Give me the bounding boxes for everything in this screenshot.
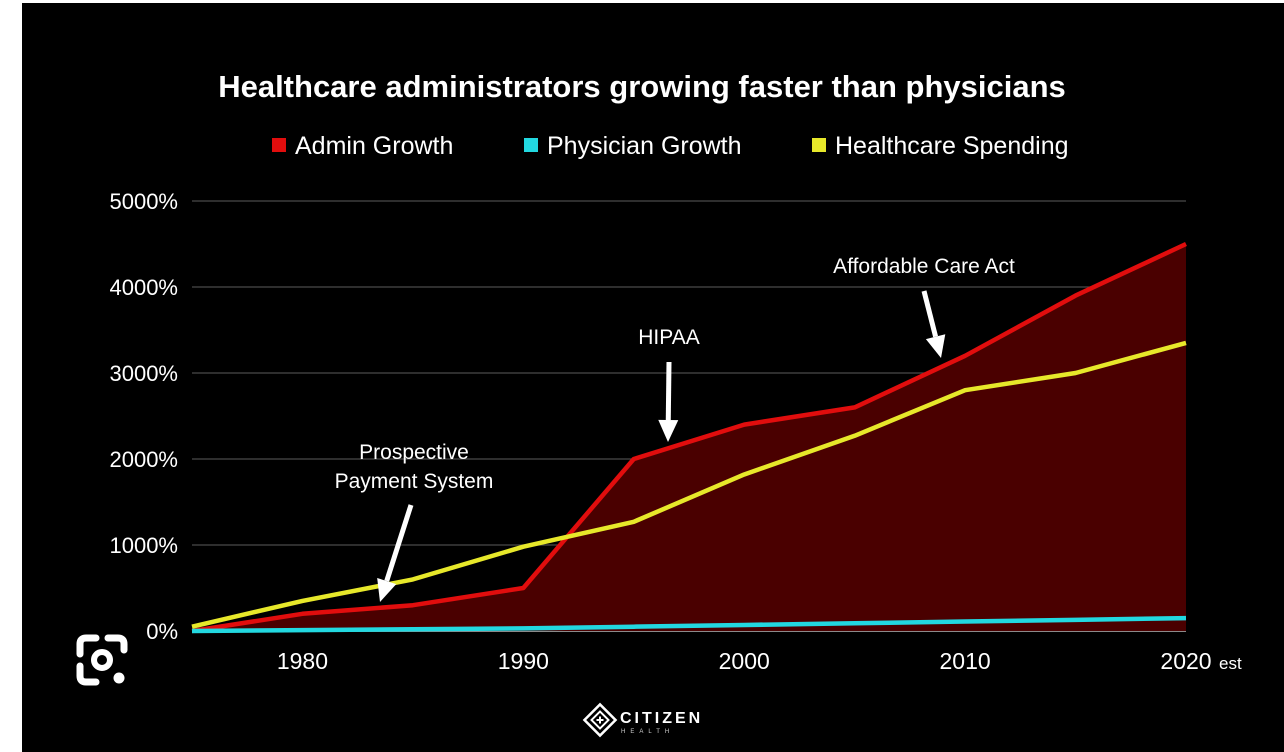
annotation-text: Payment System	[335, 470, 494, 493]
x-tick-label: 2000	[719, 648, 770, 674]
annotation-arrow	[921, 290, 946, 358]
series-line-0	[191, 241, 1187, 634]
google-lens-button[interactable]	[76, 634, 128, 686]
series-line-2	[191, 340, 1187, 629]
logo-sub: HEALTH	[621, 729, 674, 735]
google-lens-icon	[76, 634, 128, 686]
annotation-text: Affordable Care Act	[833, 255, 1015, 278]
logo-name: CITIZEN	[620, 710, 703, 727]
y-tick-label: 2000%	[109, 447, 178, 472]
x-tick-suffix: est	[1219, 654, 1242, 673]
x-tick-label: 2010	[940, 648, 991, 674]
y-tick-label: 3000%	[109, 361, 178, 386]
x-axis-ticks: 1980 1990 2000 2010 2020 est	[277, 648, 1242, 674]
chart-title: Healthcare administrators growing faster…	[218, 69, 1066, 104]
arrow-shaft	[921, 290, 939, 338]
y-tick-label: 0%	[146, 619, 178, 644]
annotations: Prospective Payment System HIPAA Affordable…	[335, 255, 1015, 602]
legend-label: Physician Growth	[547, 132, 742, 160]
arrow-shaft	[665, 361, 672, 421]
legend-swatch	[524, 138, 538, 152]
citizen-health-logo: CITIZEN HEALTH	[582, 702, 703, 738]
x-tick-label: 2020	[1160, 648, 1211, 674]
arrow-head	[658, 419, 679, 442]
legend-label: Healthcare Spending	[835, 132, 1069, 160]
legend-swatch	[812, 138, 826, 152]
legend-swatch	[272, 138, 286, 152]
legend-label: Admin Growth	[295, 132, 453, 160]
y-tick-label: 4000%	[109, 275, 178, 300]
annotation-arrow	[377, 504, 414, 602]
arrow-head	[925, 334, 946, 358]
x-tick-label: 1990	[498, 648, 549, 674]
x-tick-label: 1980	[277, 648, 328, 674]
annotation-text: HIPAA	[638, 326, 699, 349]
y-axis-ticks: 0% 1000% 2000% 3000% 4000% 5000%	[109, 189, 178, 644]
series-lines	[191, 241, 1187, 634]
arrow-shaft	[384, 504, 414, 582]
series-area-0	[192, 244, 1186, 631]
citizen-health-logo-icon	[582, 702, 618, 738]
series-line-1	[191, 615, 1187, 634]
annotation-arrow	[658, 361, 679, 442]
y-tick-label: 1000%	[109, 533, 178, 558]
annotation-text: Prospective	[359, 441, 469, 464]
arrow-head	[377, 577, 397, 602]
series-areas	[192, 244, 1186, 631]
legend: Admin Growth Physician Growth Healthcare S…	[272, 132, 1069, 160]
y-tick-label: 5000%	[109, 189, 178, 214]
